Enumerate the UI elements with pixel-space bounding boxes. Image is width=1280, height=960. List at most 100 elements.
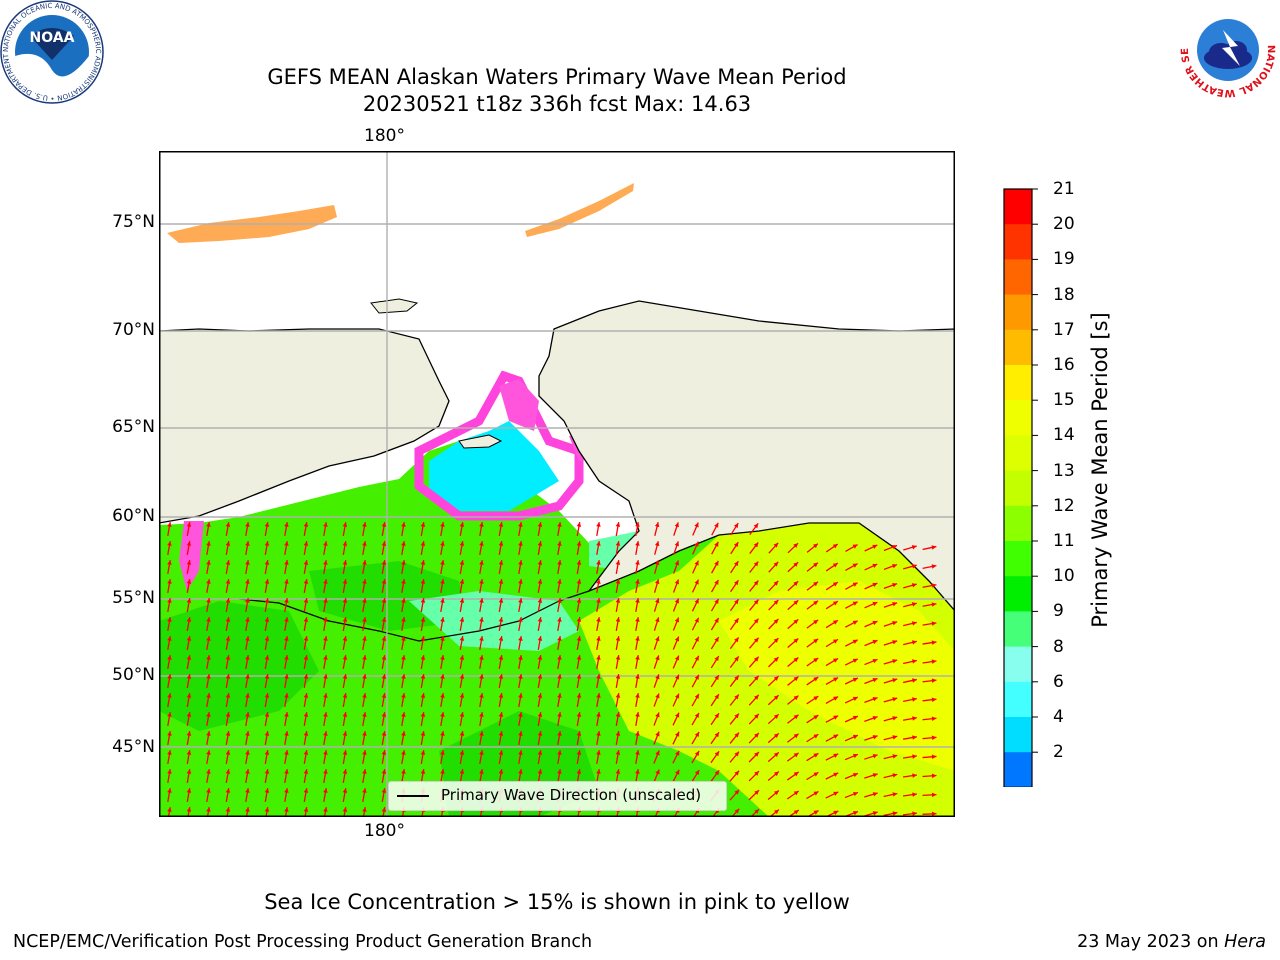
- legend-line-swatch: [397, 795, 429, 797]
- wave-direction-arrowhead: [186, 560, 192, 565]
- wave-direction-arrowhead: [832, 639, 838, 644]
- wave-direction-arrowhead: [694, 560, 699, 566]
- wave-direction-arrowhead: [931, 564, 937, 569]
- wave-direction-arrowhead: [674, 541, 679, 547]
- wave-direction-arrowhead: [420, 541, 426, 546]
- wave-direction-arrowhead: [303, 655, 309, 660]
- wave-direction-arrowhead: [694, 541, 699, 547]
- wave-direction-arrowhead: [931, 716, 937, 721]
- wave-direction-arrowhead: [342, 788, 348, 793]
- wave-direction-arrowhead: [420, 769, 426, 774]
- wave-direction-arrowhead: [245, 674, 250, 679]
- colorbar: [1003, 188, 1038, 787]
- wave-direction-arrowhead: [537, 560, 543, 565]
- wave-direction-arrowhead: [674, 655, 680, 661]
- wave-direction-arrowhead: [754, 713, 759, 719]
- wave-direction-arrowhead: [440, 712, 445, 717]
- wave-direction-arrowhead: [635, 750, 640, 755]
- wave-direction-arrowhead: [284, 788, 289, 793]
- wave-direction-arrowhead: [675, 731, 680, 737]
- wave-direction-arrowhead: [615, 541, 621, 546]
- wave-direction-arrowhead: [245, 636, 250, 641]
- colorbar-tick-label: 14: [1053, 425, 1075, 446]
- lat-label: 60°N: [112, 506, 155, 526]
- wave-direction-arrowhead: [498, 712, 504, 717]
- wave-direction-arrowhead: [892, 735, 898, 740]
- wave-direction-arrowhead: [694, 731, 700, 737]
- wave-direction-arrowhead: [245, 769, 250, 774]
- wave-direction-arrowhead: [479, 693, 484, 698]
- wave-direction-arrowhead: [557, 560, 562, 565]
- wave-direction-arrowhead: [420, 712, 426, 717]
- wave-direction-arrowhead: [323, 598, 328, 603]
- wave-direction-arrowhead: [892, 811, 898, 816]
- colorbar-tick-label: 18: [1053, 284, 1075, 305]
- wave-direction-arrowhead: [615, 579, 621, 584]
- wave-direction-arrowhead: [186, 541, 192, 546]
- wave-direction-arrowhead: [264, 522, 270, 527]
- wave-direction-arrowhead: [931, 659, 937, 664]
- wave-direction-arrowhead: [362, 788, 367, 793]
- lat-label: 70°N: [112, 320, 155, 340]
- wave-direction-arrowhead: [498, 598, 504, 603]
- wave-direction-arrowhead: [479, 541, 484, 546]
- wave-direction-arrowhead: [381, 655, 387, 660]
- wave-direction-arrowhead: [852, 696, 858, 701]
- wave-direction-arrowhead: [596, 693, 601, 698]
- wave-direction-arrowhead: [186, 750, 192, 755]
- wave-direction-arrowhead: [264, 712, 270, 717]
- wave-direction-arrowhead: [362, 636, 367, 641]
- wave-direction-arrowhead: [596, 579, 601, 584]
- colorbar-segment: [1004, 646, 1032, 683]
- wave-direction-arrowhead: [323, 636, 328, 641]
- wave-direction-arrowhead: [225, 750, 231, 755]
- wave-direction-arrowhead: [167, 579, 172, 584]
- wave-direction-arrowhead: [912, 773, 917, 778]
- wave-direction-arrowhead: [734, 732, 739, 738]
- wave-direction-arrowhead: [362, 750, 367, 755]
- wave-direction-arrowhead: [557, 522, 562, 527]
- wave-direction-arrowhead: [537, 731, 543, 736]
- wave-direction-arrowhead: [186, 712, 192, 717]
- wave-direction-arrowhead: [479, 674, 484, 679]
- wave-direction-arrowhead: [518, 769, 523, 774]
- wave-direction-arrowhead: [381, 731, 387, 736]
- wave-direction-arrowhead: [167, 807, 172, 812]
- wave-direction-arrowhead: [813, 810, 819, 815]
- wave-direction-arrowhead: [576, 541, 582, 546]
- map-legend: Primary Wave Direction (unscaled): [388, 781, 727, 811]
- machine-name: Hera: [1224, 932, 1266, 952]
- wave-direction-arrowhead: [342, 674, 348, 679]
- wave-direction-arrowhead: [323, 807, 328, 812]
- wave-direction-arrowhead: [186, 693, 192, 698]
- wave-direction-arrowhead: [225, 731, 231, 736]
- wave-direction-arrowhead: [225, 636, 231, 641]
- wave-direction-arrowhead: [892, 716, 898, 721]
- wave-direction-arrowhead: [303, 769, 309, 774]
- wave-direction-arrowhead: [401, 636, 406, 641]
- wave-direction-arrowhead: [596, 655, 601, 660]
- wave-direction-arrowhead: [931, 735, 937, 741]
- colorbar-tick-label: 17: [1053, 319, 1075, 340]
- wave-direction-arrowhead: [186, 674, 192, 679]
- wave-direction-arrowhead: [833, 791, 839, 796]
- wave-direction-arrowhead: [615, 750, 621, 755]
- wave-direction-arrowhead: [537, 636, 543, 641]
- wave-direction-arrowhead: [401, 655, 406, 660]
- wave-direction-arrowhead: [440, 579, 445, 584]
- wave-direction-arrowhead: [342, 769, 348, 774]
- wave-direction-arrowhead: [615, 522, 621, 527]
- wave-direction-arrowhead: [773, 695, 779, 700]
- wave-direction-arrowhead: [440, 731, 445, 736]
- wave-direction-arrowhead: [635, 579, 640, 584]
- wave-direction-arrowhead: [225, 560, 231, 565]
- wave-direction-arrowhead: [381, 712, 387, 717]
- aleutian-islands: [238, 590, 590, 642]
- wave-direction-arrowhead: [754, 675, 759, 681]
- wave-direction-arrowhead: [852, 563, 858, 568]
- wave-direction-arrowhead: [576, 712, 582, 717]
- colorbar-tick-label: 15: [1053, 390, 1075, 411]
- wave-direction-arrowhead: [793, 619, 799, 625]
- wave-direction-arrowhead: [754, 732, 759, 738]
- wave-direction-arrowhead: [674, 579, 680, 585]
